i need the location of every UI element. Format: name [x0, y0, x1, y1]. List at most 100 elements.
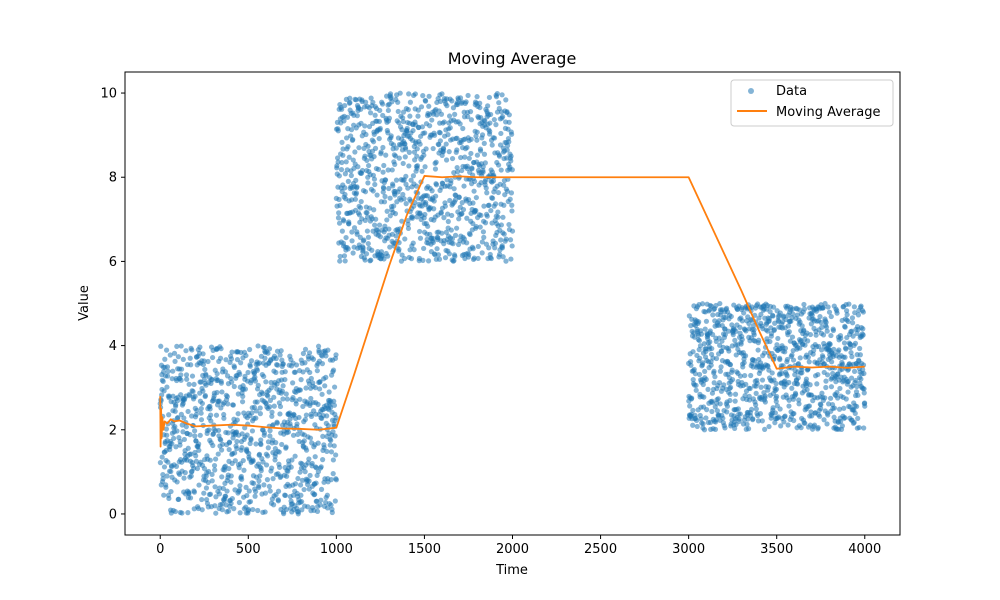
data-point — [742, 372, 748, 379]
data-point — [192, 433, 198, 439]
data-point — [292, 453, 298, 459]
data-point — [280, 383, 286, 389]
data-point — [324, 492, 330, 498]
data-point — [166, 393, 172, 399]
data-point — [486, 245, 492, 251]
data-point — [698, 416, 704, 422]
data-point — [454, 225, 460, 231]
data-point — [703, 415, 709, 421]
data-point — [274, 420, 280, 426]
data-point — [249, 428, 256, 434]
data-point — [389, 167, 395, 173]
data-point — [290, 380, 296, 386]
data-point — [217, 485, 223, 491]
data-point — [375, 166, 382, 172]
data-point — [164, 384, 170, 390]
data-point — [852, 340, 859, 346]
data-point — [441, 215, 447, 221]
data-point — [494, 90, 500, 97]
data-point — [219, 389, 225, 395]
data-point — [181, 415, 187, 421]
data-point — [836, 347, 842, 353]
data-point — [230, 402, 236, 408]
data-point — [433, 159, 439, 165]
data-point — [323, 353, 329, 359]
data-point — [777, 356, 783, 363]
data-point — [318, 464, 324, 470]
data-point — [481, 151, 488, 157]
data-point — [186, 381, 192, 387]
data-point — [856, 424, 862, 431]
data-point — [201, 376, 207, 383]
data-point — [312, 491, 318, 497]
data-point — [396, 155, 402, 161]
data-point — [451, 186, 457, 192]
data-point — [830, 327, 836, 334]
data-point — [392, 161, 398, 167]
data-point — [339, 139, 345, 145]
data-point — [471, 188, 477, 194]
data-point — [276, 464, 283, 470]
data-point — [694, 423, 700, 430]
data-point — [406, 163, 412, 169]
data-point — [385, 167, 391, 173]
line-layer — [159, 175, 865, 448]
data-point — [359, 167, 366, 174]
data-point — [201, 358, 207, 364]
data-point — [738, 341, 744, 347]
data-point — [420, 93, 426, 99]
data-point — [191, 489, 198, 495]
data-point — [363, 99, 369, 105]
data-point — [381, 256, 387, 262]
data-point — [257, 405, 263, 411]
data-point — [386, 226, 392, 232]
data-point — [224, 488, 230, 494]
data-point — [778, 423, 784, 429]
data-point — [770, 405, 776, 411]
data-point — [236, 499, 242, 506]
data-point — [834, 310, 840, 316]
data-point — [310, 356, 317, 362]
data-point — [187, 355, 193, 361]
data-point — [277, 352, 283, 358]
data-point — [409, 215, 415, 221]
data-point — [478, 179, 484, 186]
data-point — [178, 366, 185, 372]
data-point — [786, 403, 792, 409]
data-point — [403, 173, 409, 179]
data-point — [449, 212, 455, 219]
data-point — [834, 390, 840, 396]
data-point — [459, 210, 465, 217]
data-point — [220, 441, 226, 447]
data-point — [333, 477, 339, 483]
data-point — [442, 255, 449, 261]
data-point — [190, 388, 196, 395]
data-point — [432, 166, 439, 172]
data-point — [256, 484, 262, 491]
data-point — [198, 417, 205, 423]
data-point — [782, 413, 788, 419]
data-point — [199, 400, 205, 407]
data-point — [838, 335, 844, 341]
data-point — [748, 406, 755, 412]
data-point — [426, 93, 432, 99]
data-point — [719, 338, 725, 344]
data-point — [828, 332, 834, 339]
data-point — [501, 182, 507, 188]
data-point — [213, 494, 219, 500]
data-point — [265, 453, 271, 459]
data-point — [747, 385, 753, 392]
data-point — [328, 437, 334, 443]
data-point — [345, 246, 351, 252]
data-point — [426, 103, 432, 109]
x-tick-label: 4000 — [848, 542, 881, 557]
data-point — [693, 387, 699, 393]
data-point — [825, 304, 831, 310]
data-point — [371, 153, 377, 160]
data-point — [414, 153, 420, 159]
data-point — [504, 188, 510, 194]
data-point — [201, 490, 207, 496]
data-point — [696, 319, 702, 325]
data-point — [397, 90, 403, 96]
data-point — [710, 331, 716, 338]
